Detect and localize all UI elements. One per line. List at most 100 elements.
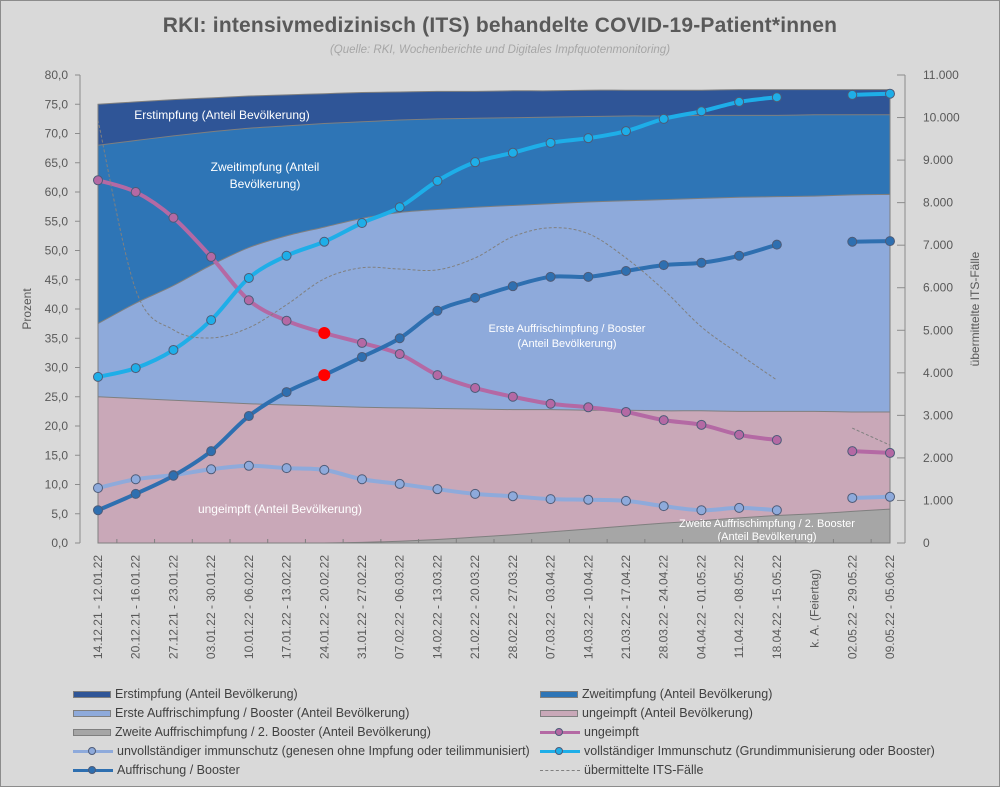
highlighted-point: [318, 326, 331, 339]
area-0: [97, 508, 891, 544]
area-label-line: ungeimpft (Anteil Bevölkerung): [198, 502, 362, 516]
data-point: [621, 406, 631, 417]
data-point: [470, 382, 481, 393]
legend-item: vollständiger Immunschutz (Grundimmunisi…: [540, 742, 935, 760]
legend-label: ungeimpft: [584, 725, 639, 739]
data-point: [130, 187, 141, 197]
x-tick-label: 03.01.22 - 30.01.22: [204, 555, 218, 659]
area-label-line: Erste Auffrischimpfung / Booster: [489, 323, 646, 335]
chart-title: RKI: intensivmedizinisch (ITS) behandelt…: [162, 14, 838, 37]
y-tick-label: 65,0: [45, 156, 69, 170]
y2-tick-label: 0: [923, 536, 930, 550]
data-point: [206, 251, 217, 262]
data-point: [545, 137, 556, 148]
legend-label: ungeimpft (Anteil Bevölkerung): [582, 706, 753, 720]
series-line-3: [850, 239, 892, 244]
data-point: [281, 387, 292, 398]
data-point: [357, 218, 367, 229]
data-point: [470, 488, 481, 499]
x-tick-label: 24.01.22 - 20.02.22: [317, 555, 331, 659]
data-point: [545, 398, 556, 409]
area-label-line: (Anteil Bevölkerung): [717, 531, 816, 543]
legend-label: übermittelte ITS-Fälle: [584, 763, 704, 777]
legend: Erstimpfung (Anteil Bevölkerung) Zweitimp…: [0, 682, 1000, 782]
area-label-line: Zweitimpfung (Anteil: [211, 160, 320, 174]
x-tick-label: 14.12.21 - 12.01.22: [91, 555, 105, 659]
legend-swatch: [73, 690, 111, 698]
data-point: [621, 126, 631, 137]
x-tick-label: 28.03.22 - 24.04.22: [657, 555, 671, 659]
y-tick-label: 25,0: [45, 390, 69, 404]
y-tick-label: 70,0: [45, 127, 69, 141]
stacked-areas: [97, 89, 891, 544]
x-tick-label: 21.02.22 - 20.03.22: [468, 555, 482, 659]
data-point: [470, 292, 481, 303]
y-tick-label: 15,0: [45, 448, 69, 462]
legend-item: Erste Auffrischimpfung / Booster (Anteil…: [73, 704, 409, 722]
data-point: [130, 363, 141, 374]
area-labels: Zweite Auffrischimpfung / 2. Booster (Ant…: [134, 108, 855, 543]
x-tick-label: 02.05.22 - 29.05.22: [845, 555, 859, 659]
data-point: [658, 501, 669, 512]
x-tick-label: 28.02.22 - 27.03.22: [506, 555, 520, 659]
y-tick-label: 75,0: [45, 97, 69, 111]
data-point: [357, 337, 367, 348]
legend-item: ungeimpft: [540, 723, 639, 741]
data-point: [885, 236, 895, 247]
data-point: [507, 491, 518, 502]
data-point: [696, 257, 707, 268]
data-point: [93, 371, 103, 382]
series-lines: [93, 88, 895, 516]
area-label: Zweitimpfung (Anteil Bevölkerung): [211, 160, 320, 191]
area-label-line: Erstimpfung (Anteil Bevölkerung): [134, 108, 309, 122]
legend-item: Zweitimpfung (Anteil Bevölkerung): [540, 685, 772, 703]
area-label: ungeimpft (Anteil Bevölkerung): [198, 502, 362, 516]
area-label: Zweite Auffrischimpfung / 2. Booster (Ant…: [679, 518, 855, 543]
data-point: [168, 344, 179, 355]
data-point: [93, 483, 103, 494]
data-point: [93, 505, 103, 516]
legend-label: Erste Auffrischimpfung / Booster (Anteil…: [115, 706, 410, 720]
data-point: [394, 202, 405, 213]
data-point: [206, 446, 217, 457]
data-point: [696, 106, 707, 117]
legend-label: unvollständiger immunschutz (genesen ohn…: [117, 744, 530, 758]
legend-line-marker: [73, 744, 113, 758]
y-tick-label: 45,0: [45, 273, 69, 287]
data-point: [243, 295, 254, 306]
x-tick-label: 20.12.21 - 16.01.22: [129, 555, 143, 659]
data-point: [621, 265, 631, 276]
legend-dot: [555, 728, 563, 736]
x-tick-label: 17.01.22 - 13.02.22: [280, 555, 294, 659]
area-label: Erstimpfung (Anteil Bevölkerung): [134, 108, 309, 122]
data-point: [734, 502, 745, 513]
data-point: [130, 488, 141, 499]
data-point: [243, 272, 254, 283]
chart-svg: Zweite Auffrischimpfung / 2. Booster (Ant…: [20, 68, 982, 659]
series-line-0: [850, 494, 892, 500]
series-line-1: [850, 449, 892, 455]
legend-swatch: [540, 690, 578, 698]
data-point: [583, 133, 594, 144]
y-axis-label: Prozent: [20, 288, 34, 330]
y-tick-label: 50,0: [45, 244, 69, 258]
x-tick-label: 14.03.22 - 10.04.22: [581, 555, 595, 659]
data-point: [281, 250, 292, 261]
data-point: [885, 88, 895, 99]
y2-tick-label: 1.000: [923, 493, 953, 507]
legend-item: übermittelte ITS-Fälle: [540, 761, 703, 779]
data-point: [885, 491, 895, 502]
x-tick-label: 09.05.22 - 05.06.22: [883, 555, 897, 659]
legend-item: Auffrischung / Booster: [73, 761, 240, 779]
data-point: [357, 351, 367, 362]
y2-tick-label: 6.000: [923, 281, 953, 295]
data-point: [583, 271, 594, 282]
area-label-line: (Anteil Bevölkerung): [517, 338, 616, 350]
legend-dot: [88, 747, 96, 755]
y2-tick-label: 7.000: [923, 238, 953, 252]
area-label-line: Zweite Auffrischimpfung / 2. Booster: [679, 518, 855, 530]
legend-item: ungeimpft (Anteil Bevölkerung): [540, 704, 753, 722]
data-point: [93, 175, 103, 186]
data-point: [734, 96, 745, 107]
data-point: [771, 239, 782, 250]
